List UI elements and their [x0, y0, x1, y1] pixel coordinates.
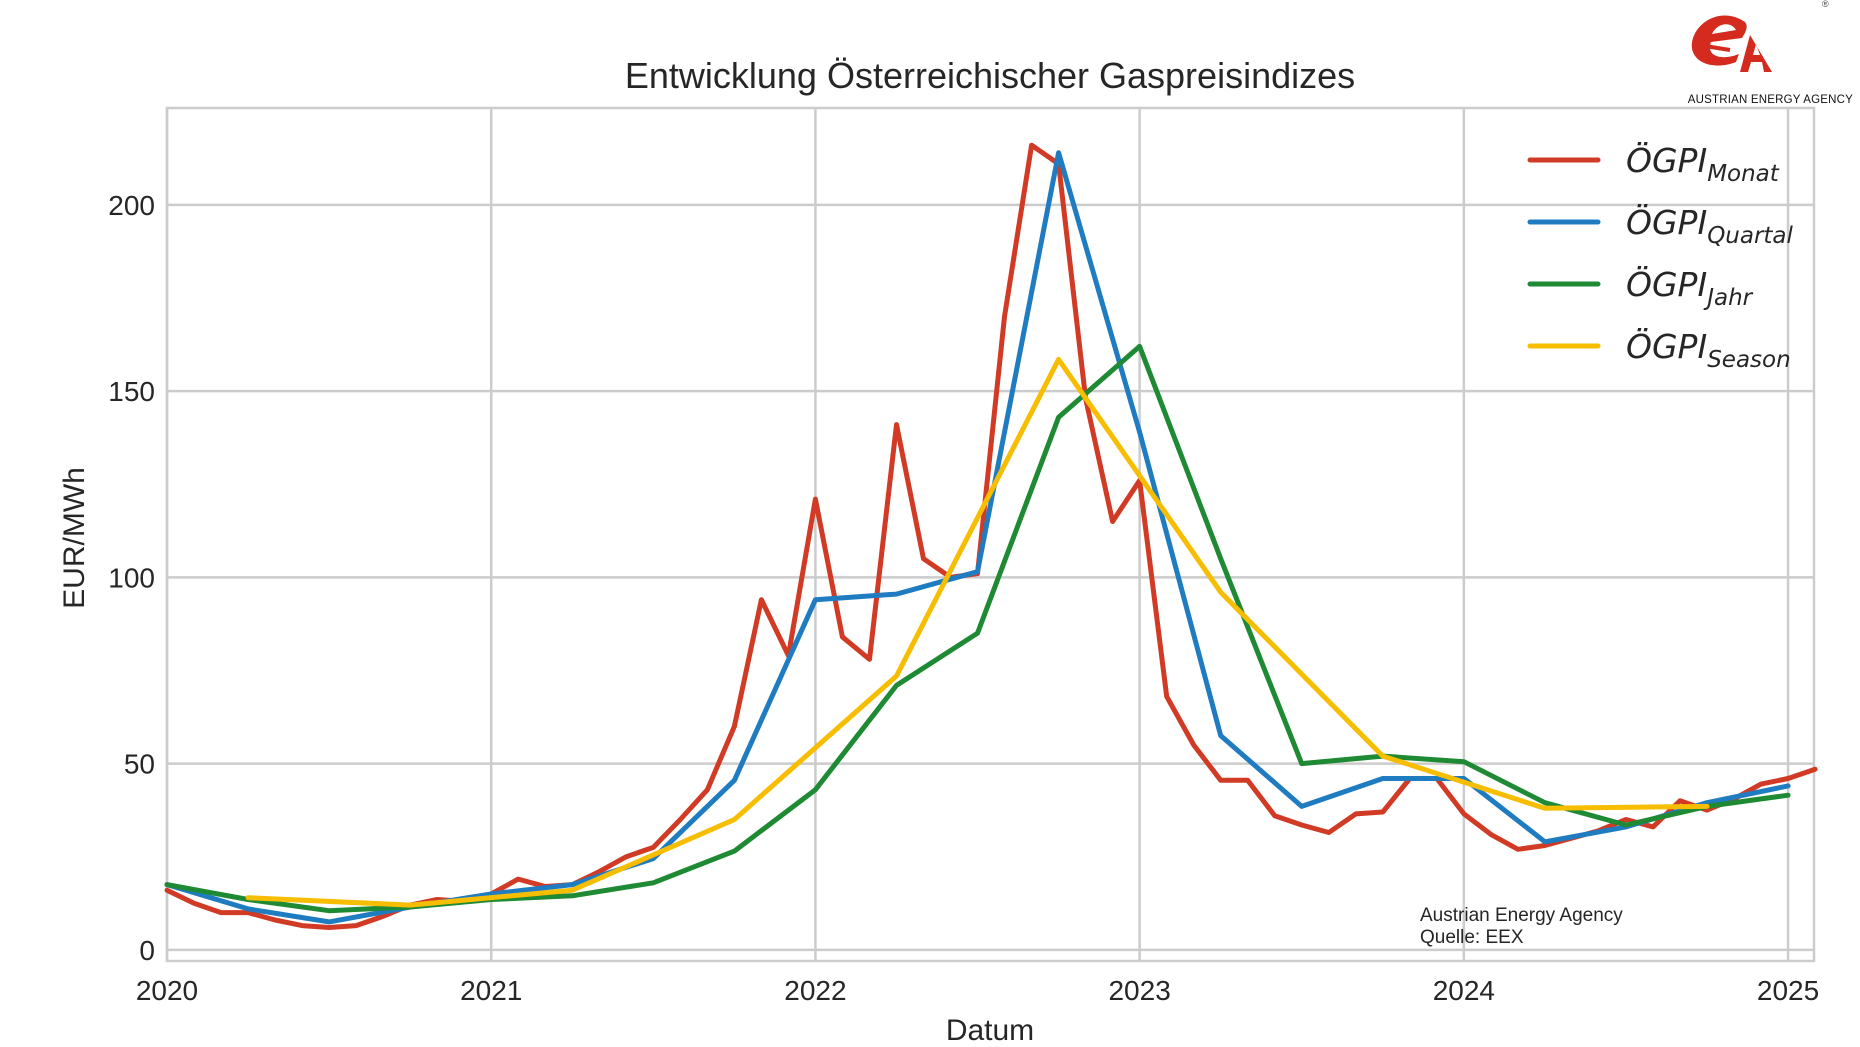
x-tick-labels: 2020 2021 2022 2023 2024 2025 — [136, 975, 1819, 1006]
series-line-season — [245, 356, 1710, 908]
y-tick-label: 50 — [124, 749, 155, 780]
legend: ÖGPIMonat ÖGPIQuartal ÖGPIJahr ÖGPISeason — [1527, 140, 1794, 373]
y-tick-labels: 0 50 100 150 200 — [108, 190, 155, 966]
eA-logo-icon — [1691, 15, 1772, 72]
logo: ® AUSTRIAN ENERGY AGENCY — [1688, 0, 1853, 106]
y-tick-label: 0 — [139, 935, 155, 966]
legend-label-monat: ÖGPIMonat — [1626, 140, 1780, 187]
x-tick-label: 2025 — [1757, 975, 1819, 1006]
x-tick-label: 2022 — [784, 975, 846, 1006]
plot-frame — [165, 106, 1816, 963]
logo-text: AUSTRIAN ENERGY AGENCY — [1688, 94, 1853, 106]
legend-label-jahr: ÖGPIJahr — [1626, 264, 1754, 311]
gridlines — [165, 108, 1814, 961]
legend-label-season: ÖGPISeason — [1626, 326, 1791, 373]
legend-label-quartal: ÖGPIQuartal — [1626, 202, 1794, 249]
y-axis-label: EUR/MWh — [58, 467, 91, 609]
x-tick-label: 2023 — [1108, 975, 1170, 1006]
annotation-agency: Austrian Energy Agency — [1420, 905, 1623, 926]
x-tick-label: 2020 — [136, 975, 198, 1006]
x-tick-label: 2024 — [1433, 975, 1495, 1006]
logo-registered-mark: ® — [1822, 0, 1829, 9]
x-axis-label: Datum — [946, 1014, 1034, 1047]
annotation-source: Quelle: EEX — [1420, 927, 1524, 948]
series-line-jahr — [164, 343, 1791, 914]
chart-title: Entwicklung Österreichischer Gaspreisind… — [625, 55, 1355, 96]
x-tick-label: 2021 — [460, 975, 522, 1006]
series-lines — [164, 142, 1818, 930]
y-tick-label: 100 — [108, 562, 155, 593]
y-tick-label: 200 — [108, 190, 155, 221]
y-tick-label: 150 — [108, 376, 155, 407]
